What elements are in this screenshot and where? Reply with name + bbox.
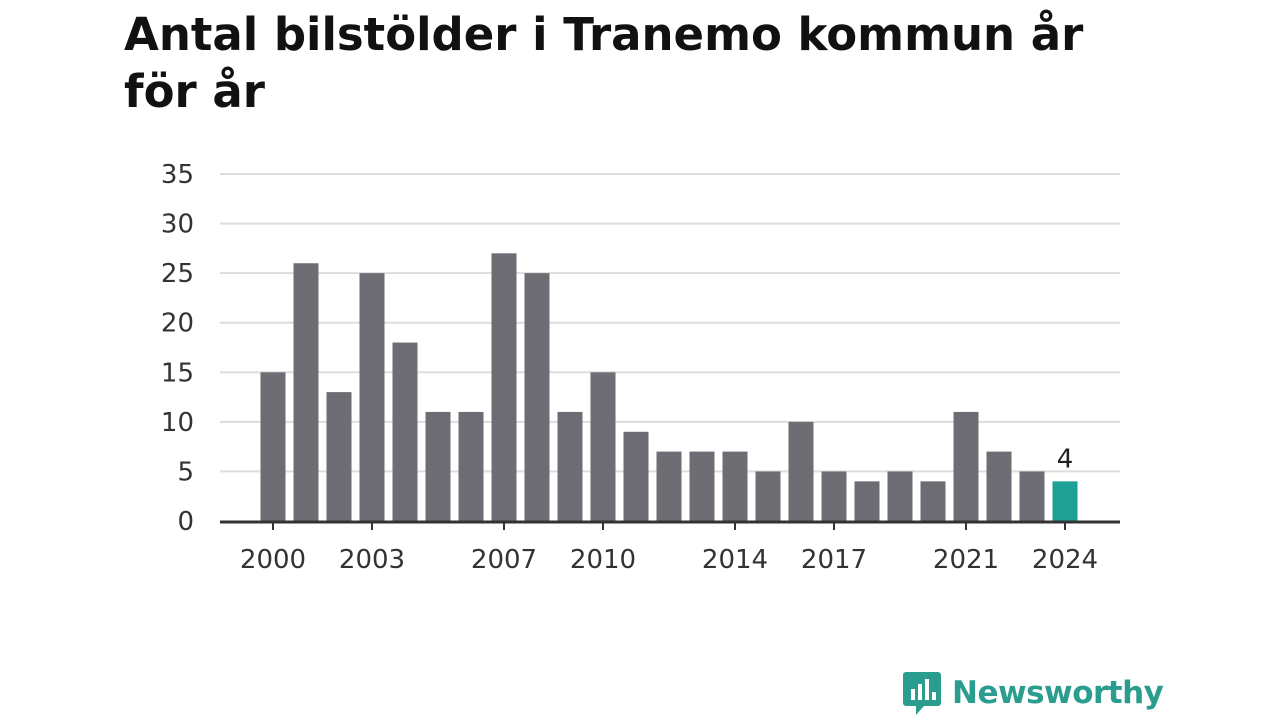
brand-name: Newsworthy (952, 675, 1164, 711)
bar-2015 (755, 471, 781, 521)
bar-2021 (953, 411, 979, 521)
newsworthy-logo-icon (903, 672, 941, 715)
x-axis-ticks: 2000 2003 2007 2010 2014 2017 2021 2024 (240, 523, 1098, 575)
y-tick-label-0: 0 (177, 507, 194, 537)
bar-2016 (788, 421, 814, 521)
bar-2001 (293, 263, 319, 521)
y-tick-label-35: 35 (161, 160, 194, 190)
chart-title: Antal bilstölder i Tranemo kommun år för… (124, 8, 1084, 118)
bar-2020 (920, 481, 946, 521)
data-labels: 4 (1057, 444, 1074, 474)
x-tick-label-2021: 2021 (933, 545, 999, 575)
bar-2023 (1019, 471, 1045, 521)
bar-2014 (722, 451, 748, 521)
x-tick-label-2017: 2017 (801, 545, 867, 575)
bar-2007 (491, 253, 517, 522)
newsworthy-logo: Newsworthy (902, 670, 1164, 716)
y-tick-label-15: 15 (161, 358, 194, 388)
bar-2013 (689, 451, 715, 521)
y-axis-tick-labels: 0 5 10 15 20 25 30 35 (161, 160, 194, 537)
bar-2012 (656, 451, 682, 521)
bar-2022 (986, 451, 1012, 521)
x-tick-label-2024: 2024 (1032, 545, 1098, 575)
y-tick-label-20: 20 (161, 309, 194, 339)
bar-2000 (260, 372, 286, 521)
bar-2002 (326, 392, 352, 521)
bars (260, 253, 1078, 522)
grid-lines (220, 173, 1120, 473)
y-tick-label-30: 30 (161, 210, 194, 240)
x-tick-label-2000: 2000 (240, 545, 306, 575)
x-tick-label-2003: 2003 (339, 545, 405, 575)
bar-2017 (821, 471, 847, 521)
bar-2008 (524, 273, 550, 521)
bar-2009 (557, 411, 583, 521)
bar-2018 (854, 481, 880, 521)
bar-2011 (623, 431, 649, 521)
y-tick-label-25: 25 (161, 259, 194, 289)
bar-2003 (359, 273, 385, 521)
bar-2010 (590, 372, 616, 521)
bar-2005 (425, 411, 451, 521)
y-tick-label-5: 5 (177, 457, 194, 487)
bar-2019 (887, 471, 913, 521)
bar-2024 (1052, 481, 1078, 521)
y-tick-label-10: 10 (161, 408, 194, 438)
x-tick-label-2007: 2007 (471, 545, 537, 575)
bar-2004 (392, 342, 418, 521)
x-tick-label-2010: 2010 (570, 545, 636, 575)
data-label-2024: 4 (1057, 444, 1074, 474)
x-tick-label-2014: 2014 (702, 545, 768, 575)
bar-2006 (458, 411, 484, 521)
